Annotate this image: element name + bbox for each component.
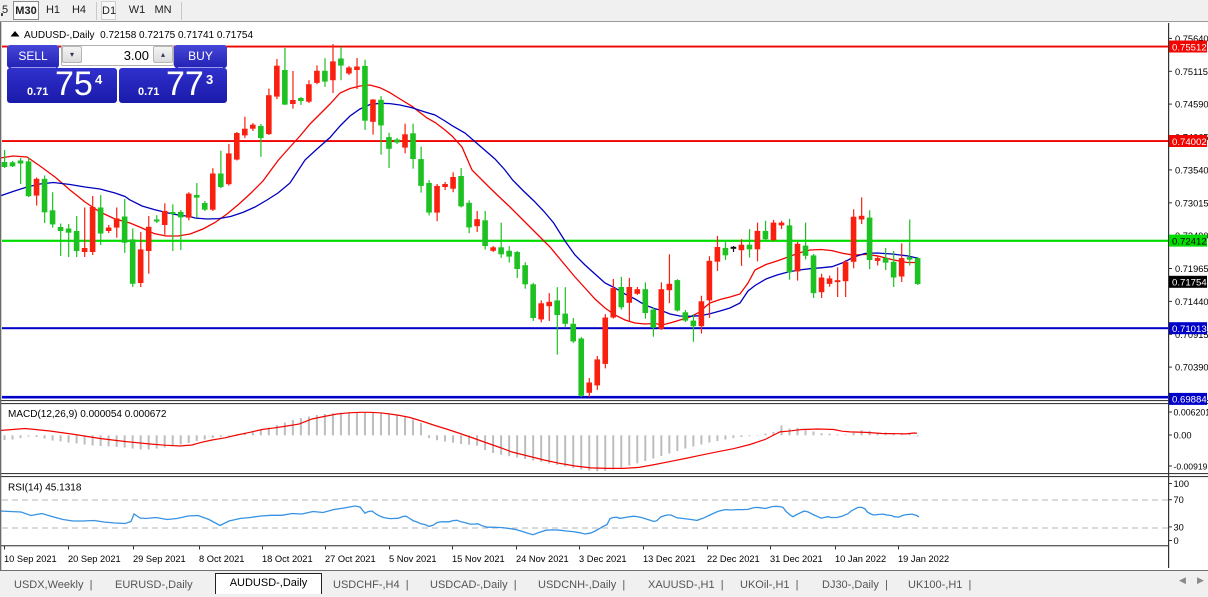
svg-text:AUDUSD-,Daily 0.72158 0.72175: AUDUSD-,Daily 0.72158 0.72175 0.71741 0.… bbox=[24, 30, 253, 41]
svg-text:31 Dec 2021: 31 Dec 2021 bbox=[770, 554, 823, 564]
svg-text:0.70915: 0.70915 bbox=[1175, 330, 1208, 340]
svg-text:20 Sep 2021: 20 Sep 2021 bbox=[68, 554, 121, 564]
svg-text:0.006201: 0.006201 bbox=[1174, 408, 1208, 418]
svg-text:MACD(12,26,9) 0.000054 0.00067: MACD(12,26,9) 0.000054 0.000672 bbox=[8, 409, 167, 420]
svg-text:RSI(14) 45.1318: RSI(14) 45.1318 bbox=[8, 483, 82, 494]
svg-text:5 Nov 2021: 5 Nov 2021 bbox=[389, 554, 437, 564]
svg-text:10 Sep 2021: 10 Sep 2021 bbox=[4, 554, 57, 564]
svg-text:0.75512: 0.75512 bbox=[1172, 42, 1207, 53]
svg-text:0: 0 bbox=[1174, 536, 1179, 546]
svg-text:29 Sep 2021: 29 Sep 2021 bbox=[133, 554, 186, 564]
svg-text:15 Nov 2021: 15 Nov 2021 bbox=[452, 554, 505, 564]
svg-text:0.70390: 0.70390 bbox=[1175, 363, 1208, 373]
svg-text:22 Dec 2021: 22 Dec 2021 bbox=[707, 554, 760, 564]
svg-text:13 Dec 2021: 13 Dec 2021 bbox=[643, 554, 696, 564]
svg-text:0.71440: 0.71440 bbox=[1175, 297, 1208, 307]
svg-text:3 Dec 2021: 3 Dec 2021 bbox=[579, 554, 627, 564]
svg-text:0.75115: 0.75115 bbox=[1175, 67, 1208, 77]
svg-text:8 Oct 2021: 8 Oct 2021 bbox=[199, 554, 244, 564]
svg-text:0.69884: 0.69884 bbox=[1172, 395, 1207, 406]
svg-text:0.00: 0.00 bbox=[1174, 431, 1192, 441]
svg-text:27 Oct 2021: 27 Oct 2021 bbox=[325, 554, 376, 564]
svg-text:18 Oct 2021: 18 Oct 2021 bbox=[262, 554, 313, 564]
svg-text:24 Nov 2021: 24 Nov 2021 bbox=[516, 554, 569, 564]
svg-text:0.72412: 0.72412 bbox=[1172, 236, 1207, 247]
svg-text:10 Jan 2022: 10 Jan 2022 bbox=[835, 554, 886, 564]
svg-text:-0.00919: -0.00919 bbox=[1174, 462, 1208, 472]
svg-text:30: 30 bbox=[1174, 522, 1184, 532]
svg-text:70: 70 bbox=[1174, 495, 1184, 505]
svg-text:0.73540: 0.73540 bbox=[1175, 165, 1208, 175]
svg-text:0.74002: 0.74002 bbox=[1172, 137, 1207, 148]
svg-text:0.74590: 0.74590 bbox=[1175, 100, 1208, 110]
svg-text:0.71965: 0.71965 bbox=[1175, 264, 1208, 274]
svg-text:0.71013: 0.71013 bbox=[1172, 324, 1207, 335]
svg-text:0.71754: 0.71754 bbox=[1172, 278, 1207, 289]
svg-text:0.73015: 0.73015 bbox=[1175, 198, 1208, 208]
svg-text:100: 100 bbox=[1174, 479, 1190, 489]
svg-text:19 Jan 2022: 19 Jan 2022 bbox=[898, 554, 949, 564]
svg-text:0.75640: 0.75640 bbox=[1175, 34, 1208, 44]
